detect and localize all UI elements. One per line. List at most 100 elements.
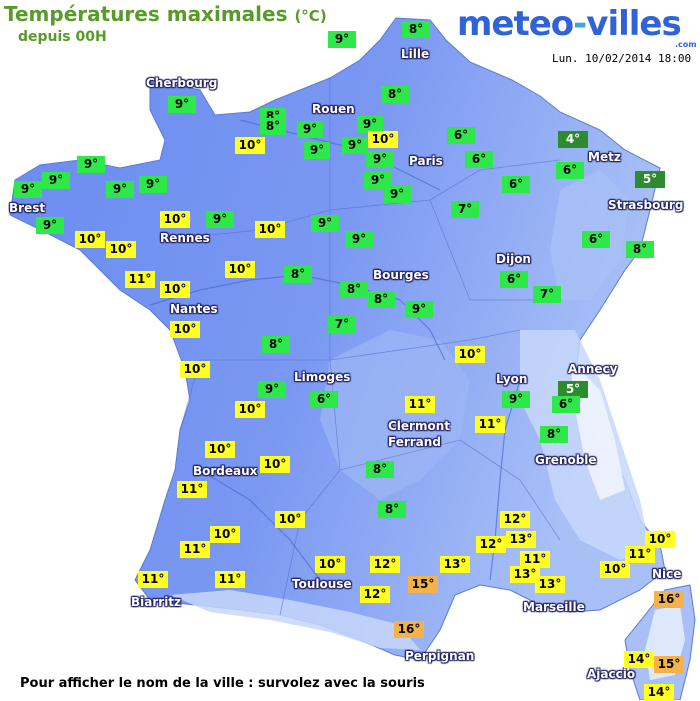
- city-label-toulouse[interactable]: Toulouse: [292, 577, 352, 591]
- temp-badge[interactable]: 7°: [328, 316, 356, 333]
- temp-badge[interactable]: 9°: [42, 172, 70, 189]
- city-label-grenoble[interactable]: Grenoble: [535, 453, 597, 467]
- city-label-dijon[interactable]: Dijon: [496, 252, 531, 266]
- temp-badge[interactable]: 11°: [520, 551, 550, 568]
- city-label-marseille[interactable]: Marseille: [523, 600, 585, 614]
- city-label-cherbourg[interactable]: Cherbourg: [146, 76, 218, 90]
- temp-badge[interactable]: 14°: [624, 651, 654, 668]
- temp-badge[interactable]: 7°: [533, 286, 561, 303]
- temp-badge[interactable]: 7°: [451, 201, 479, 218]
- temp-badge[interactable]: 9°: [405, 301, 433, 318]
- temp-badge[interactable]: 6°: [465, 151, 493, 168]
- temp-badge[interactable]: 11°: [215, 571, 245, 588]
- city-label-lyon[interactable]: Lyon: [496, 372, 528, 386]
- temp-badge[interactable]: 10°: [106, 241, 136, 258]
- temp-badge[interactable]: 8°: [262, 336, 290, 353]
- temp-badge[interactable]: 9°: [297, 121, 323, 138]
- temp-badge[interactable]: 10°: [315, 556, 345, 573]
- temp-badge[interactable]: 10°: [160, 281, 190, 298]
- temp-badge[interactable]: 6°: [552, 396, 580, 413]
- temp-badge[interactable]: 8°: [367, 291, 395, 308]
- temp-badge[interactable]: 9°: [77, 156, 105, 173]
- temp-badge[interactable]: 14°: [644, 684, 674, 701]
- temp-badge[interactable]: 9°: [258, 381, 286, 398]
- temp-badge[interactable]: 8°: [340, 281, 368, 298]
- temp-badge[interactable]: 13°: [510, 566, 540, 583]
- temp-badge[interactable]: 9°: [383, 186, 411, 203]
- city-label-paris[interactable]: Paris: [409, 154, 443, 168]
- temp-badge[interactable]: 13°: [440, 556, 470, 573]
- temp-badge[interactable]: 9°: [206, 211, 234, 228]
- temp-badge[interactable]: 11°: [180, 541, 210, 558]
- temp-badge[interactable]: 10°: [600, 561, 630, 578]
- temp-badge[interactable]: 11°: [475, 416, 505, 433]
- temp-badge[interactable]: 10°: [235, 137, 265, 154]
- temp-badge[interactable]: 6°: [502, 176, 530, 193]
- temp-badge[interactable]: 15°: [654, 656, 684, 673]
- temp-badge[interactable]: 6°: [582, 231, 610, 248]
- temp-badge[interactable]: 4°: [558, 131, 588, 148]
- temp-badge[interactable]: 11°: [125, 271, 155, 288]
- temp-badge[interactable]: 12°: [370, 556, 400, 573]
- temp-badge[interactable]: 8°: [626, 241, 654, 258]
- temp-badge[interactable]: 11°: [177, 481, 207, 498]
- temp-badge[interactable]: 9°: [502, 391, 530, 408]
- temp-badge[interactable]: 9°: [36, 217, 64, 234]
- temp-badge[interactable]: 8°: [402, 21, 430, 38]
- temp-badge[interactable]: 9°: [357, 116, 383, 133]
- temp-badge[interactable]: 10°: [210, 526, 240, 543]
- temp-badge[interactable]: 9°: [14, 181, 42, 198]
- temp-badge[interactable]: 9°: [311, 215, 339, 232]
- city-label-brest[interactable]: Brest: [9, 201, 46, 215]
- temp-badge[interactable]: 16°: [394, 621, 424, 638]
- temp-badge[interactable]: 9°: [342, 137, 368, 154]
- temp-badge[interactable]: 10°: [368, 131, 398, 148]
- temp-badge[interactable]: 6°: [556, 162, 584, 179]
- temp-badge[interactable]: 16°: [654, 591, 684, 608]
- temp-badge[interactable]: 10°: [275, 511, 305, 528]
- temp-badge[interactable]: 10°: [455, 346, 485, 363]
- temp-badge[interactable]: 10°: [205, 441, 235, 458]
- temp-badge[interactable]: 5°: [635, 171, 665, 188]
- temp-badge[interactable]: 9°: [345, 231, 373, 248]
- temp-badge[interactable]: 8°: [378, 501, 406, 518]
- temp-badge[interactable]: 9°: [139, 176, 167, 193]
- temp-badge[interactable]: 12°: [360, 586, 390, 603]
- temp-badge[interactable]: 11°: [405, 396, 435, 413]
- temp-badge[interactable]: 6°: [500, 271, 528, 288]
- temp-badge[interactable]: 15°: [408, 576, 438, 593]
- city-label-strasbourg[interactable]: Strasbourg: [608, 198, 684, 212]
- site-logo[interactable]: meteo-villes: [457, 4, 682, 44]
- temp-badge[interactable]: 10°: [255, 221, 285, 238]
- city-label-ferrand[interactable]: Ferrand: [388, 435, 441, 449]
- temp-badge[interactable]: 6°: [447, 127, 475, 144]
- temp-badge[interactable]: 8°: [284, 266, 312, 283]
- temp-badge[interactable]: 10°: [160, 211, 190, 228]
- city-label-metz[interactable]: Metz: [588, 150, 621, 164]
- city-label-bordeaux[interactable]: Bordeaux: [193, 464, 258, 478]
- temp-badge[interactable]: 12°: [476, 536, 506, 553]
- temp-badge[interactable]: 11°: [138, 571, 168, 588]
- temp-badge[interactable]: 9°: [366, 151, 394, 168]
- city-label-nice[interactable]: Nice: [652, 567, 682, 581]
- city-label-rennes[interactable]: Rennes: [160, 231, 210, 245]
- temp-badge[interactable]: 10°: [170, 321, 200, 338]
- temp-badge[interactable]: 9°: [106, 181, 134, 198]
- temp-badge[interactable]: 10°: [260, 456, 290, 473]
- temp-badge[interactable]: 12°: [500, 511, 530, 528]
- temp-badge[interactable]: 11°: [625, 546, 655, 563]
- temp-badge[interactable]: 13°: [535, 576, 565, 593]
- city-label-perpignan[interactable]: Perpignan: [405, 649, 475, 663]
- temp-badge[interactable]: 10°: [180, 361, 210, 378]
- city-label-annecy[interactable]: Annecy: [568, 362, 618, 376]
- city-label-bourges[interactable]: Bourges: [373, 268, 429, 282]
- temp-badge[interactable]: 10°: [235, 401, 265, 418]
- temp-badge[interactable]: 9°: [304, 142, 330, 159]
- city-label-ajaccio[interactable]: Ajaccio: [587, 667, 636, 681]
- temp-badge[interactable]: 8°: [366, 461, 394, 478]
- temp-badge[interactable]: 10°: [225, 261, 255, 278]
- temp-badge[interactable]: 9°: [364, 172, 392, 189]
- temp-badge[interactable]: 9°: [328, 31, 356, 48]
- temp-badge[interactable]: 8°: [540, 426, 568, 443]
- temp-badge[interactable]: 5°: [558, 381, 588, 398]
